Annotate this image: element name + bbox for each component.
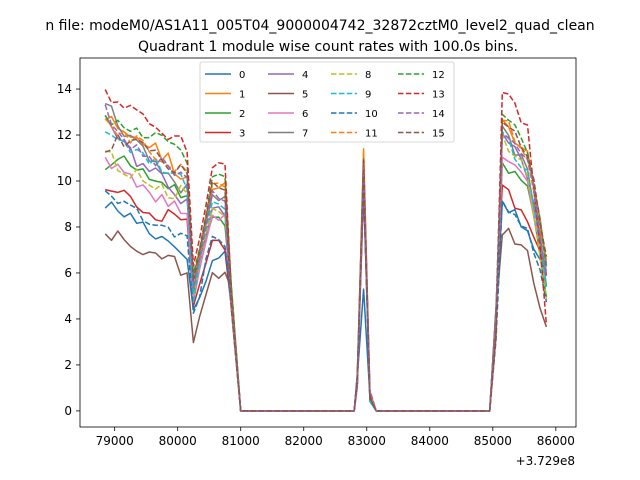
legend-label-10: 10 (365, 109, 378, 120)
x-tick-label: 80000 (159, 434, 197, 448)
x-tick-label: 85000 (474, 434, 512, 448)
x-tick-label: 83000 (348, 434, 386, 448)
legend-label-9: 9 (365, 90, 371, 101)
legend-label-12: 12 (432, 70, 445, 81)
y-tick-label: 12 (57, 128, 72, 142)
y-tick-label: 0 (64, 404, 72, 418)
y-tick-label: 10 (57, 174, 72, 188)
y-axis-ticks: 0 2 4 6 8 10 12 14 (57, 82, 80, 418)
series-line-8 (105, 133, 548, 412)
legend-frame (199, 61, 455, 143)
x-tick-label: 84000 (411, 434, 449, 448)
legend-label-2: 2 (239, 109, 245, 120)
legend-label-13: 13 (432, 90, 445, 101)
axes-frame (79, 57, 577, 428)
legend-label-8: 8 (365, 70, 371, 81)
y-tick-label: 8 (64, 220, 72, 234)
figure-suptitle: n file: modeM0/AS1A11_005T04_9000004742_… (45, 18, 594, 34)
x-tick-label: 81000 (222, 434, 260, 448)
legend-label-7: 7 (302, 129, 308, 140)
legend-label-11: 11 (365, 129, 378, 140)
series-line-15 (104, 121, 548, 412)
x-axis-offset-label: +3.729e8 (516, 454, 575, 468)
y-tick-label: 2 (64, 358, 72, 372)
legend-label-14: 14 (432, 109, 445, 120)
x-tick-label: 86000 (537, 434, 575, 448)
legend-label-1: 1 (239, 90, 245, 101)
y-tick-label: 6 (64, 266, 72, 280)
x-axis-ticks: 79000 80000 81000 82000 83000 84000 85000 86000 (96, 427, 575, 448)
legend-label-3: 3 (239, 129, 245, 140)
legend-label-6: 6 (302, 109, 308, 120)
legend-label-15: 15 (432, 129, 445, 140)
series-layer (104, 89, 548, 412)
axes-layer: 79000 80000 81000 82000 83000 84000 85000 86000… (57, 57, 577, 468)
x-tick-label: 82000 (285, 434, 323, 448)
plot-area (104, 89, 548, 412)
legend-label-0: 0 (239, 70, 245, 81)
x-tick-label: 79000 (96, 434, 134, 448)
legend-label-4: 4 (302, 70, 308, 81)
y-tick-label: 14 (57, 82, 72, 96)
legend-label-5: 5 (302, 90, 308, 101)
y-tick-label: 4 (64, 312, 72, 326)
chart-title: Quadrant 1 module wise count rates with … (138, 39, 518, 55)
